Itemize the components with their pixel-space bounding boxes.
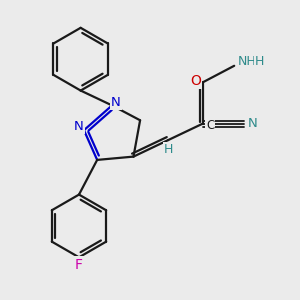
Text: H: H [255,55,264,68]
Text: N: N [248,117,257,130]
Text: F: F [75,258,83,272]
Text: N: N [74,120,84,134]
Text: H: H [164,143,173,156]
Text: O: O [190,74,201,88]
Text: C: C [206,119,214,132]
Text: NH: NH [238,55,256,68]
Text: N: N [111,96,121,109]
